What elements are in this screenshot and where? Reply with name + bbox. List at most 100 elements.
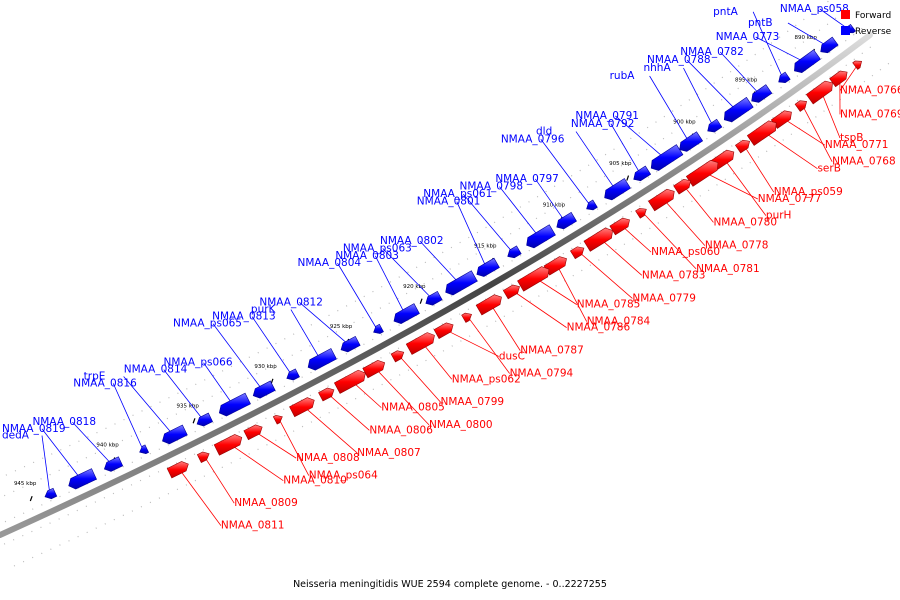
forward-gene-label-15: NMAA_0784 [587,316,651,328]
tick-label-3: 905 kbp [609,161,632,167]
legend-reverse-label: Reverse [855,27,892,37]
reverse-gene-23 [252,380,276,399]
reverse-leader-1 [787,22,829,47]
forward-gene-5 [746,120,777,146]
forward-leader-19 [467,316,510,374]
forward-gene-label-9: NMAA_0780 [713,216,777,228]
reverse-gene-label-16: NMAA_0802 [380,235,444,247]
reverse-gene-label-11: NMAA_0796 [501,133,565,145]
forward-gene-label-7: purH [766,210,792,222]
forward-gene-label-28: NMAA_0808 [296,452,360,464]
forward-leader-25 [327,393,370,431]
forward-gene-20 [433,322,454,339]
forward-gene-18 [475,294,502,316]
forward-gene-15 [543,256,567,276]
reverse-gene-label-5: NMAA_0788 [647,54,711,66]
forward-gene-14 [570,246,585,260]
forward-gene-label-27: NMAA_ps064 [309,470,378,482]
forward-gene-label-25: NMAA_0806 [369,424,433,436]
tick-label-5: 915 kbp [474,243,497,249]
forward-gene-9 [673,178,691,195]
reverse-gene-label-23: NMAA_ps065 [173,318,242,330]
forward-leader-11 [641,211,697,270]
reverse-gene-label-14: NMAA_ps061 [423,188,492,200]
forward-gene-2 [805,80,833,105]
forward-gene-28 [243,424,263,441]
reverse-gene-label-28: NMAA_0818 [32,416,96,428]
forward-leader-18 [489,303,521,351]
forward-gene-17 [502,284,520,300]
forward-gene-13 [583,227,613,252]
forward-gene-label-13: NMAA_0783 [642,269,706,281]
forward-gene-6 [734,139,750,154]
reverse-leader-13 [499,186,540,238]
reverse-gene-label-25: NMAA_0814 [124,364,188,376]
reverse-gene-14 [507,245,522,259]
reverse-gene-1 [820,36,839,54]
tick-label-9: 935 kbp [176,403,199,409]
forward-leader-26 [302,405,358,454]
forward-gene-label-11: NMAA_0781 [696,263,760,275]
legend-forward-label: Forward [855,11,891,21]
gene-labels: NMAA_ps058pntBNMAA_0773pntANMAA_0782NMAA… [2,3,900,532]
forward-gene-label-12: NMAA_ps060 [651,246,720,258]
tick-label-8: 930 kbp [254,364,277,370]
leader-lines [41,8,859,526]
reverse-gene-label-22: NMAA_0813 [212,311,276,323]
forward-gene-label-16: NMAA_0785 [577,299,641,311]
reverse-leader-28 [72,421,113,466]
reverse-gene-label-0: NMAA_ps058 [780,3,849,15]
reverse-leader-17 [382,248,434,300]
reverse-leader-23 [212,323,264,391]
forward-gene-24 [333,369,366,394]
forward-leader-14 [578,251,633,299]
guide-track-4 [0,0,832,479]
reverse-leader-19 [337,262,378,331]
forward-leader-4 [782,117,826,146]
reverse-leader-14 [462,193,514,254]
forward-gene-label-3: NMAA_0768 [832,156,896,168]
reverse-gene-10 [604,178,631,201]
reverse-gene-9 [633,165,652,182]
reverse-leader-21 [290,309,322,361]
reverse-gene-label-8: NMAA_0791 [575,110,639,122]
reverse-leader-16 [419,240,461,285]
forward-gene-label-20: dusC [499,350,525,362]
forward-gene-19 [461,312,472,323]
reverse-leader-9 [610,123,642,175]
reverse-leader-30 [41,435,51,495]
reverse-gene-19 [373,323,384,334]
reverse-leader-10 [575,131,617,191]
reverse-gene-label-24: NMAA_ps066 [164,357,233,369]
forward-leader-10 [662,198,706,246]
forward-gene-16 [517,266,550,292]
genome-axis [0,32,873,538]
forward-gene-label-4: NMAA_0771 [825,139,889,151]
forward-gene-label-18: NMAA_0787 [520,345,584,357]
tick-label-7: 925 kbp [330,324,353,330]
forward-gene-label-1: NMAA_0769 [840,108,900,120]
forward-gene-label-22: NMAA_0799 [441,396,505,408]
reverse-gene-label-19: NMAA_0804 [298,257,362,269]
forward-leader-12 [620,224,652,253]
reverse-gene-5 [723,96,754,123]
reverse-gene-label-20: NMAA_0812 [259,296,323,308]
forward-gene-label-5: serB [817,163,840,175]
reverse-leader-3 [752,11,784,80]
reverse-leader-11 [540,139,592,207]
forward-gene-3 [794,100,807,112]
reverse-gene-13 [526,224,556,249]
forward-leader-23 [374,367,430,426]
reverse-gene-label-21: purK [251,304,277,316]
reverse-gene-label-13: NMAA_0798 [459,181,523,193]
reverse-gene-label-17: NMAA_ps063 [343,243,412,255]
forward-leader-21 [421,342,453,380]
legend-forward-swatch [841,10,850,19]
forward-gene-label-29: NMAA_0810 [283,475,347,487]
forward-gene-0 [852,60,862,70]
tick-mark-11 [29,495,33,502]
forward-leader-7 [723,158,767,216]
reverse-leader-5 [686,59,738,112]
reverse-leader-4 [719,51,761,96]
